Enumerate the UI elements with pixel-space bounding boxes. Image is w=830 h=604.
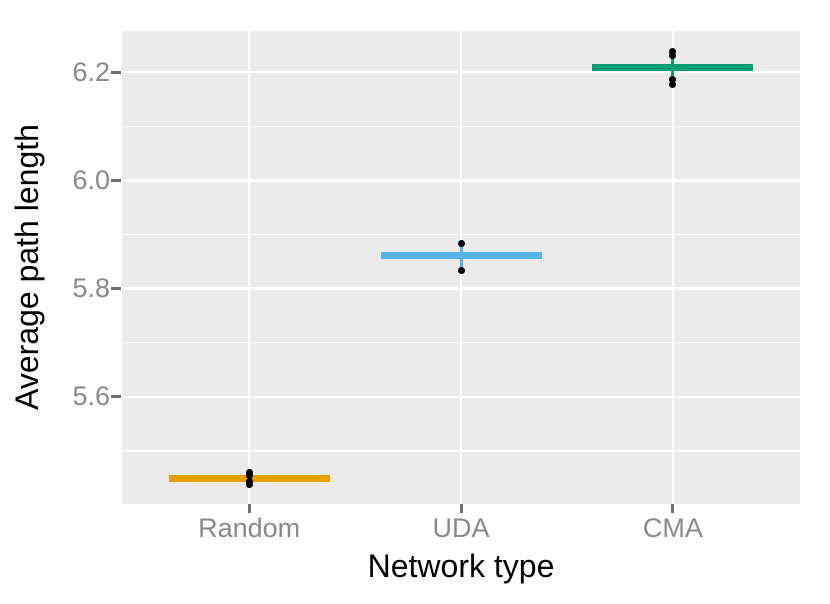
y-axis-tick	[111, 70, 121, 74]
v-gridline-major	[671, 31, 675, 504]
y-axis-tick	[111, 395, 121, 399]
y-tick-label: 6.2	[72, 56, 110, 87]
jitter-point	[245, 481, 253, 489]
jitter-point	[669, 80, 677, 88]
crossbar	[592, 64, 754, 72]
jitter-point	[669, 75, 677, 83]
jitter-point	[457, 266, 465, 274]
x-tick-label: CMA	[642, 513, 703, 543]
y-tick-label: 6.0	[72, 164, 110, 195]
crossbar	[380, 252, 542, 260]
y-tick-label: 5.6	[72, 381, 110, 412]
y-tick-label: 5.8	[72, 273, 110, 304]
y-axis-tick	[111, 178, 121, 182]
jitter-point	[457, 239, 465, 247]
jitter-point	[245, 471, 253, 479]
jitter-point	[669, 51, 677, 59]
plot-panel	[122, 31, 800, 504]
x-tick-label: UDA	[432, 513, 490, 543]
x-axis-tick	[459, 504, 463, 513]
x-axis-title: Network type	[367, 548, 555, 584]
v-gridline-major	[247, 31, 251, 504]
x-axis-tick	[671, 504, 675, 513]
x-tick-label: Random	[198, 513, 301, 543]
jitter-point	[669, 47, 677, 55]
y-axis-tick	[111, 287, 121, 291]
x-axis-tick	[247, 504, 251, 513]
